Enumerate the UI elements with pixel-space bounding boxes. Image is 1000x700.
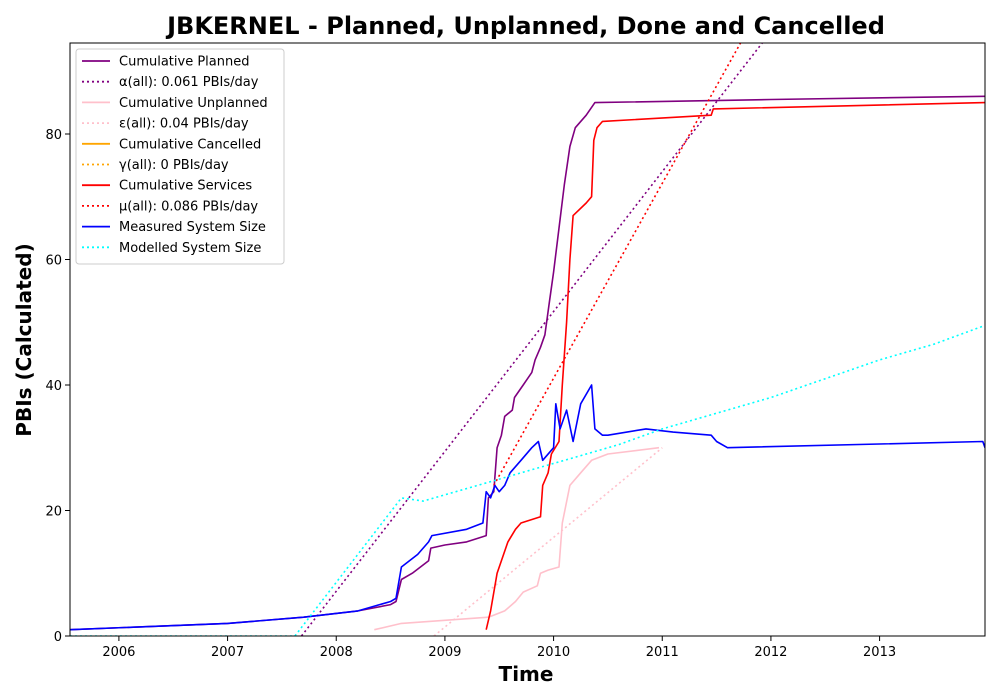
x-tick-label: 2006 <box>102 645 135 660</box>
legend-label: Modelled System Size <box>119 241 261 256</box>
y-tick-label: 80 <box>45 128 62 143</box>
x-tick-label: 2008 <box>320 645 353 660</box>
x-tick-label: 2010 <box>537 645 570 660</box>
y-axis: 0 20 40 60 80 <box>45 128 70 645</box>
legend-label: ε(all): 0.04 PBIs/day <box>119 117 249 132</box>
legend-label: Cumulative Services <box>119 179 252 194</box>
series-layer <box>70 43 985 636</box>
x-tick-label: 2012 <box>754 645 787 660</box>
series-line-2 <box>374 446 660 631</box>
legend-label: μ(all): 0.086 PBIs/day <box>119 199 258 214</box>
y-axis-label: PBIs (Calculated) <box>12 243 36 436</box>
legend-box <box>75 48 285 265</box>
legend-label: Cumulative Unplanned <box>119 96 268 111</box>
x-tick-label: 2011 <box>646 645 679 660</box>
series-line-6 <box>485 101 985 630</box>
legend-label: Measured System Size <box>119 220 266 235</box>
series-line-9 <box>70 324 985 636</box>
series-line-1 <box>300 43 763 636</box>
x-tick-label: 2009 <box>428 645 461 660</box>
series-line-8 <box>70 384 985 631</box>
x-tick-label: 2013 <box>863 645 896 660</box>
y-tick-label: 0 <box>54 630 62 645</box>
y-tick-label: 20 <box>45 504 62 519</box>
legend-label: γ(all): 0 PBIs/day <box>119 158 229 173</box>
legend-label: α(all): 0.061 PBIs/day <box>119 75 259 90</box>
x-tick-label: 2007 <box>211 645 244 660</box>
x-axis: 2006 2007 2008 2009 2010 2011 2012 2013 <box>102 636 896 660</box>
plot-area <box>69 42 986 637</box>
y-tick-label: 40 <box>45 379 62 394</box>
x-axis-label: Time <box>499 662 554 686</box>
plot-frame <box>69 42 986 637</box>
y-tick-label: 60 <box>45 253 62 268</box>
legend: Cumulative Planned α(all): 0.061 PBIs/day… <box>75 48 285 265</box>
series-line-0 <box>70 95 985 631</box>
legend-label: Cumulative Cancelled <box>119 137 261 152</box>
series-line-3 <box>433 447 663 636</box>
chart-title: JBKERNEL - Planned, Unplanned, Done and … <box>165 12 885 40</box>
legend-label: Cumulative Planned <box>119 55 249 70</box>
